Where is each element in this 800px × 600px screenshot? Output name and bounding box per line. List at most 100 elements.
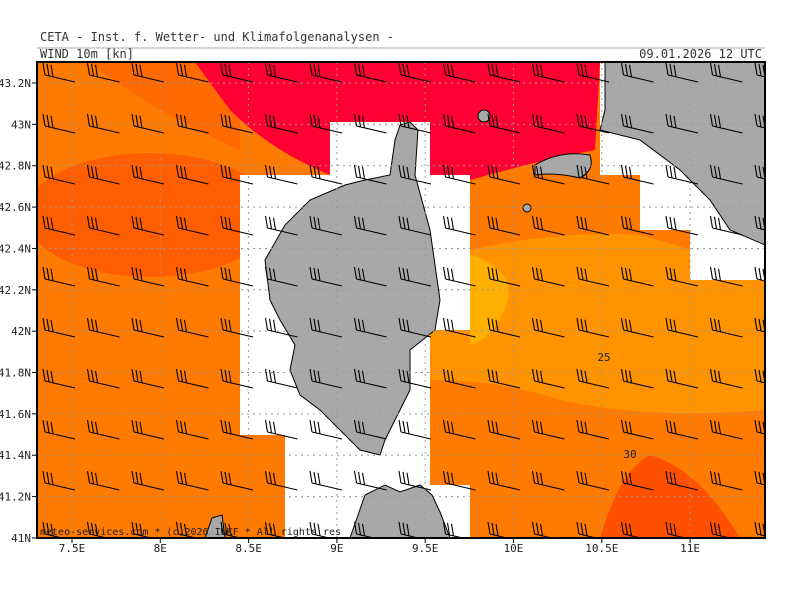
wind-barb [264,215,298,236]
map-area: 25 30 meteo-services.com * (c)2026 IWKF … [37,62,765,538]
wind-barb [131,113,165,134]
wind-field-weakest [470,255,509,345]
lon-label: 10.5E [585,542,618,555]
wind-barb [576,215,610,236]
wind-barb [576,317,610,338]
wind-barb [487,368,521,389]
wind-barb [665,368,699,389]
island [522,203,532,213]
wind-barb [86,266,120,287]
wind-barb [175,317,209,338]
wind-barb [398,419,432,440]
wind-barb [487,62,521,83]
wind-barb [175,215,209,236]
wind-barb [398,317,432,338]
wind-barb [442,113,476,134]
wind-barb [175,266,209,287]
island [477,109,491,123]
wind-barb [42,164,76,185]
lon-label: 9.5E [412,542,439,555]
wind-barb [220,419,254,440]
wind-barb [220,164,254,185]
wind-barb [487,215,521,236]
wind-barb [353,317,387,338]
lon-label: 11E [680,542,700,555]
wind-barb [442,62,476,83]
lon-label: 10E [504,542,524,555]
wind-barb [754,521,765,537]
wind-barb [531,215,565,236]
wind-barb [86,317,120,338]
wind-field-strong [600,455,740,538]
wind-barb [264,266,298,287]
wind-barb [398,368,432,389]
wind-barb [531,317,565,338]
wind-barb [220,266,254,287]
wind-barb [42,317,76,338]
wind-barb [220,215,254,236]
wind-barb [131,317,165,338]
wind-barb [398,164,432,185]
wind-barb [86,419,120,440]
lat-label: 41.2N [0,491,31,504]
wind-barb [264,317,298,338]
wind-barb [754,266,765,282]
wind-barb [175,470,209,491]
wind-barb [131,164,165,185]
wind-barb [220,113,254,134]
wind-barb [665,164,699,185]
wind-barb [620,164,654,185]
wind-barb [175,62,209,83]
wind-barb [576,368,610,389]
wind-barb [264,419,298,440]
wind-barb [709,266,743,287]
wind-barb [309,62,343,83]
corsica [264,121,441,456]
wind-barb [709,317,743,338]
wind-barb [620,317,654,338]
wind-barb [620,215,654,236]
wind-barb [131,62,165,83]
lon-label: 9E [330,542,343,555]
wind-barb [175,419,209,440]
wind-barb [709,113,743,134]
wind-barb [620,113,654,134]
wind-barb [42,113,76,134]
product-label: WIND 10m [kn] [40,47,134,61]
wind-barb [131,368,165,389]
wind-barb [442,368,476,389]
wind-barb [86,470,120,491]
wind-barb [220,470,254,491]
wind-barb [442,419,476,440]
wind-barb [620,368,654,389]
wind-barb [576,419,610,440]
wind-barb [353,368,387,389]
wind-barb [487,419,521,440]
wind-barb [353,113,387,134]
wind-barb [576,470,610,491]
wind-barb [220,317,254,338]
lon-label: 7.5E [59,542,86,555]
wind-barb [264,113,298,134]
wind-barb [131,266,165,287]
datetime-label: 09.01.2026 12 UTC [639,47,762,61]
wind-barb [576,266,610,287]
wind-barb [665,62,699,83]
wind-barb [487,470,521,491]
lat-label: 41N [11,532,31,545]
wind-barb [398,470,432,491]
wind-barb [576,113,610,134]
wind-barb [754,215,765,231]
wind-barb [665,419,699,440]
lat-label: 41.4N [0,449,31,462]
wind-barb [442,164,476,185]
wind-barb [531,266,565,287]
wind-barb [620,62,654,83]
wind-barb [220,368,254,389]
wind-barb [86,164,120,185]
wind-barb [175,368,209,389]
wind-barb [709,215,743,236]
wind-barb [42,419,76,440]
wind-barb [398,215,432,236]
wind-barb [309,470,343,491]
